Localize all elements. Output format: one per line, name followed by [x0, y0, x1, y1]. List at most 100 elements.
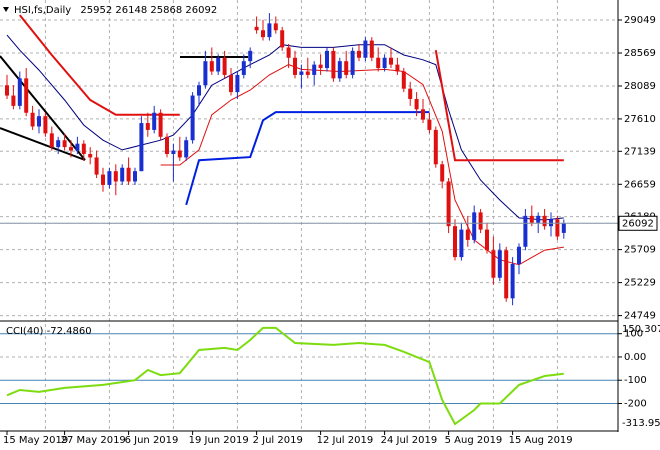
- candle-body: [305, 71, 310, 75]
- candle-body: [184, 140, 189, 158]
- candle-body: [94, 157, 99, 175]
- candle-body: [389, 57, 393, 65]
- candle-body: [158, 112, 163, 137]
- x-tick-label: 5 Aug 2019: [445, 435, 503, 446]
- y-tick-label: -100: [624, 375, 647, 386]
- candle-body: [56, 140, 61, 148]
- candle-body: [299, 71, 304, 75]
- candle-body: [197, 85, 201, 96]
- candle-body: [120, 167, 125, 182]
- candle-body: [133, 171, 137, 182]
- candle-body: [376, 57, 381, 69]
- candle-body: [209, 61, 214, 72]
- y-tick-label: 25709: [624, 245, 656, 256]
- candle-body: [107, 171, 112, 185]
- candle-body: [344, 61, 349, 75]
- x-tick-label: 15 May 2019: [3, 435, 68, 446]
- candle-body: [459, 229, 464, 258]
- candle-body: [267, 23, 272, 38]
- candle-body: [421, 109, 425, 120]
- candle-body: [350, 50, 355, 75]
- candle-body: [491, 250, 496, 278]
- chart-title: HSI,fs,Daily: [14, 5, 71, 16]
- candle-body: [75, 143, 80, 151]
- plot: [0, 13, 618, 426]
- candle-body: [382, 57, 387, 69]
- y-tick-label: 100: [624, 329, 643, 340]
- candle-body: [49, 133, 54, 148]
- candle-body: [331, 50, 336, 79]
- candle-body: [235, 74, 240, 93]
- collapse-icon[interactable]: [3, 7, 9, 12]
- high-value: 26148: [115, 5, 147, 16]
- candle-body: [472, 212, 477, 240]
- candle-body: [101, 174, 105, 185]
- candle-body: [248, 50, 253, 62]
- y-tick-label: -200: [624, 398, 647, 409]
- candle-body: [561, 223, 566, 233]
- candle-body: [453, 226, 457, 258]
- candle-body: [478, 212, 483, 230]
- indicator-min: -313.9504: [622, 418, 660, 429]
- y-tick-label: 26659: [624, 179, 656, 190]
- cci-line: [6, 326, 564, 426]
- candle-body: [190, 95, 195, 141]
- x-tick-label: 27 May 2019: [61, 435, 126, 446]
- candle-body: [497, 250, 502, 278]
- candle-body: [446, 181, 451, 227]
- candle-body: [203, 61, 208, 86]
- candle-body: [433, 129, 438, 165]
- y-tick-label: 27610: [624, 114, 656, 125]
- x-tick-label: 24 Jul 2019: [381, 435, 438, 446]
- candle-body: [440, 164, 445, 182]
- candle-body: [145, 123, 150, 130]
- candle-body: [510, 263, 515, 299]
- candle-body: [286, 47, 291, 58]
- candle-body: [293, 57, 297, 75]
- candle-body: [11, 95, 16, 106]
- candle-body: [88, 153, 93, 158]
- candle-body: [5, 85, 9, 96]
- x-tick-label: 19 Jun 2019: [189, 435, 249, 446]
- candle-body: [241, 61, 246, 75]
- indicator-line: [160, 64, 564, 266]
- indicator-line: [19, 14, 564, 162]
- candle-body: [216, 57, 221, 72]
- price-box: [618, 215, 658, 231]
- candle-body: [37, 116, 41, 127]
- candle-body: [465, 229, 470, 240]
- indicator-line: [185, 111, 430, 206]
- candle-body: [555, 219, 560, 237]
- price-label: 26092: [622, 218, 654, 229]
- candle-body: [30, 112, 35, 127]
- candle-body: [17, 78, 22, 106]
- indicator-line: [6, 34, 564, 221]
- candle-body: [536, 215, 541, 223]
- candle-body: [337, 61, 342, 79]
- y-tick-label: 29049: [624, 15, 656, 26]
- x-tick-label: 6 Jun 2019: [125, 435, 179, 446]
- candle-body: [408, 88, 413, 99]
- y-tick-label: 28569: [624, 48, 656, 59]
- header: HSI,fs,Daily 25952 26148 25868 26092: [14, 5, 217, 16]
- indicator-max: 150.3071: [622, 324, 660, 335]
- low-value: 25868: [150, 5, 182, 16]
- y-tick-label: 24749: [624, 311, 656, 322]
- candle-body: [414, 98, 419, 110]
- candle-body: [177, 150, 182, 158]
- candle-body: [529, 215, 534, 223]
- candle-body: [43, 116, 48, 134]
- candle-body: [549, 219, 553, 227]
- candle-body: [523, 215, 528, 247]
- candle-body: [81, 143, 86, 154]
- candle-body: [325, 50, 329, 69]
- candle-body: [542, 215, 547, 227]
- open-value: 25952: [80, 5, 112, 16]
- x-tick-label: 2 Jul 2019: [253, 435, 303, 446]
- candle-body: [280, 30, 285, 48]
- candle-body: [395, 64, 400, 72]
- grid: [0, 0, 618, 430]
- candle-body: [24, 78, 29, 113]
- candle-body: [165, 136, 169, 154]
